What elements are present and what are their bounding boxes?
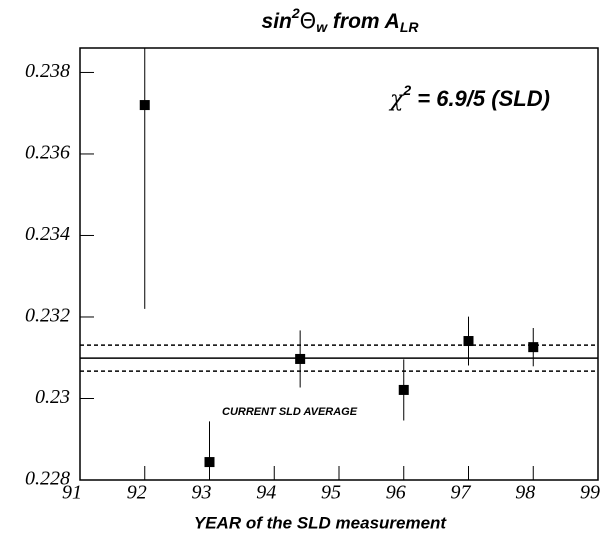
y-tick-label: 0.228	[25, 468, 70, 490]
y-tick-label: 0.236	[25, 142, 70, 164]
x-tick-label: 99	[580, 482, 600, 504]
y-tick-label: 0.232	[25, 305, 70, 327]
x-tick-label: 95	[321, 482, 341, 504]
annotation-part: 2	[402, 82, 411, 98]
annotation-part: = 6.9/5 (SLD)	[411, 86, 550, 111]
title-part: sin	[262, 10, 292, 33]
title-part: 2	[291, 5, 300, 21]
x-axis-label: YEAR of the SLD measurement	[194, 513, 448, 532]
y-tick-label: 0.234	[25, 223, 70, 245]
point	[463, 336, 474, 347]
x-tick-label: 96	[386, 482, 406, 504]
annotation: χ2 = 6.9/5 (SLD)	[388, 82, 550, 112]
x-tick-label: 94	[256, 482, 276, 504]
title-part: LR	[400, 19, 420, 35]
x-tick-label: 91	[62, 482, 82, 504]
x-tick-label: 97	[451, 482, 472, 504]
y-tick-label: 0.23	[35, 386, 70, 408]
chart-title: sin2Θw from ALR	[262, 5, 420, 35]
point	[528, 342, 539, 353]
x-tick-label: 93	[192, 482, 212, 504]
y-tick-label: 0.238	[25, 60, 70, 82]
title-part: from A	[327, 10, 400, 33]
title-part: Θ	[300, 9, 317, 33]
x-tick-label: 98	[515, 482, 535, 504]
average-label: CURRENT SLD AVERAGE	[222, 406, 358, 418]
annotation-part: χ	[388, 87, 405, 112]
point	[398, 384, 409, 395]
x-tick-label: 92	[127, 482, 147, 504]
point	[204, 457, 215, 468]
point	[139, 100, 150, 111]
point	[295, 353, 306, 364]
title-part: w	[316, 19, 328, 35]
